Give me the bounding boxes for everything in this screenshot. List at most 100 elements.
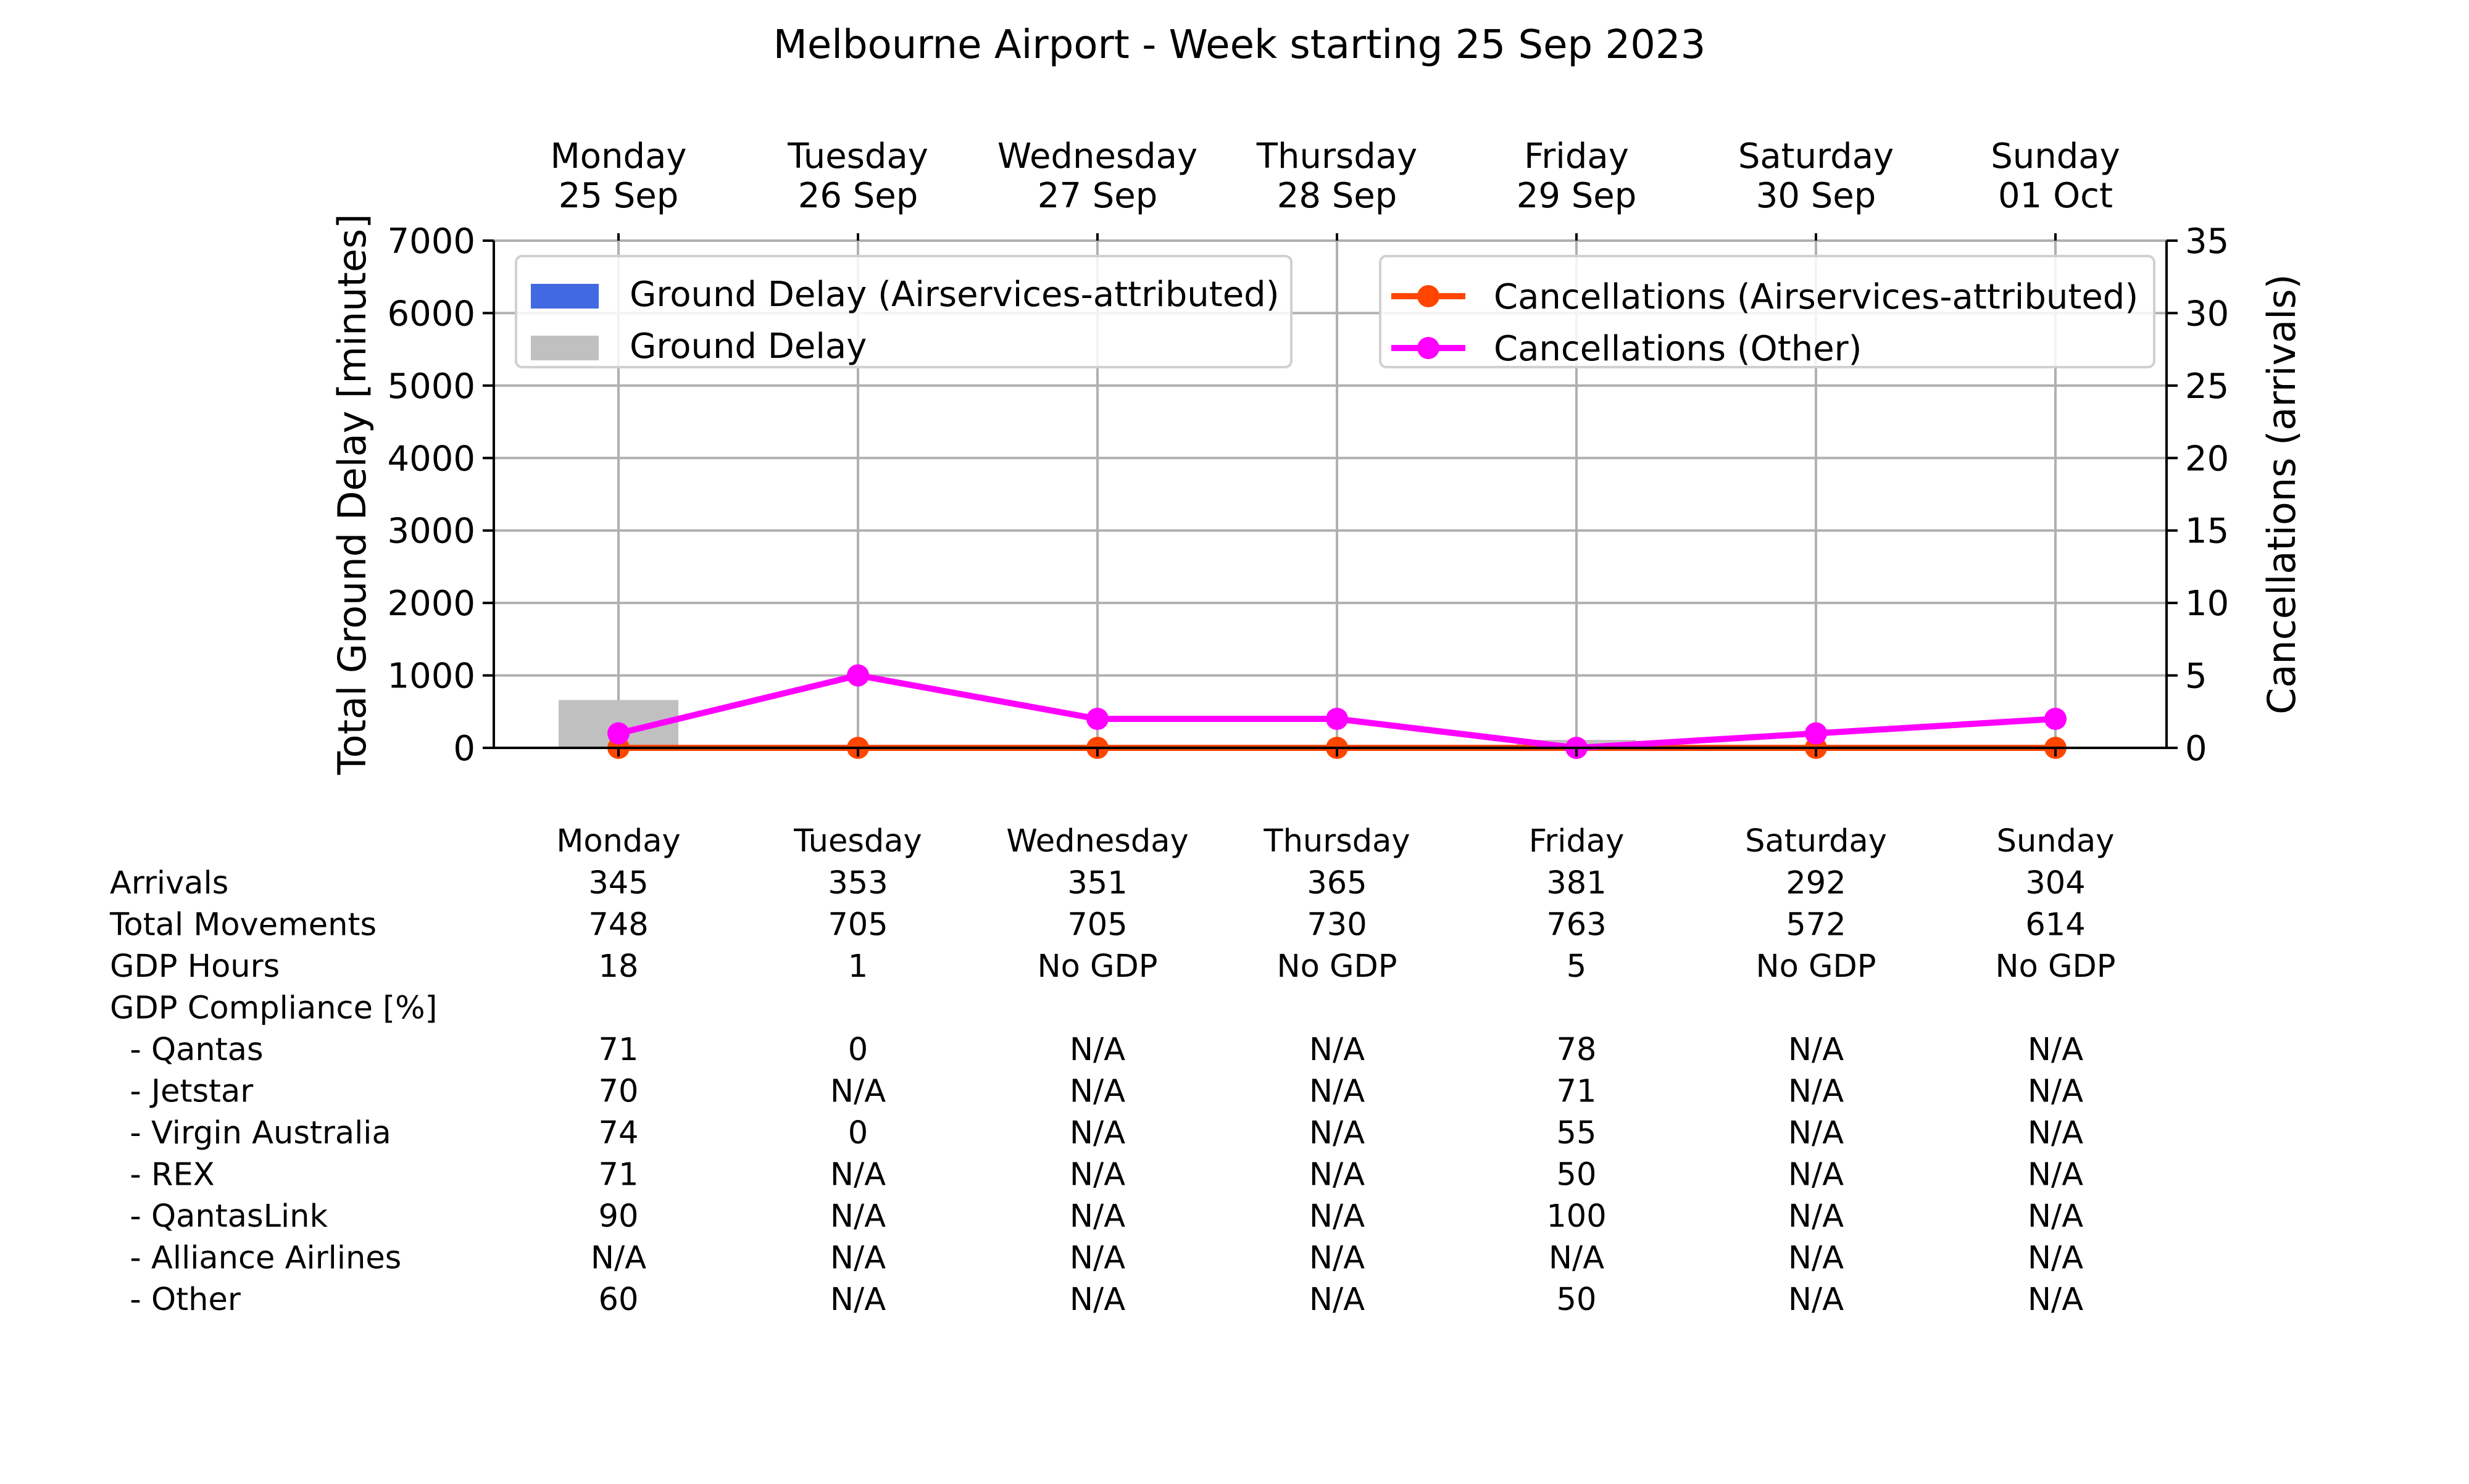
table-row-label: - Virgin Australia <box>110 1115 391 1151</box>
left-tick-label: 5000 <box>387 367 475 407</box>
table-cell: 0 <box>848 1032 868 1068</box>
table-cell: 572 <box>1786 907 1846 943</box>
legend-label-bar: Ground Delay (Airservices-attributed) <box>630 275 1280 315</box>
table-cell: 351 <box>1067 865 1127 902</box>
table-row-label: - Qantas <box>110 1032 264 1068</box>
table-cell: N/A <box>1309 1282 1365 1318</box>
point-other-cancellations <box>607 722 630 745</box>
table-cell: N/A <box>2028 1032 2083 1068</box>
table-column-header: Monday <box>556 823 680 860</box>
table-cell: No GDP <box>1995 948 2115 985</box>
x-tick-label-day: Sunday <box>1991 136 2120 176</box>
table-cell: N/A <box>1070 1282 1125 1318</box>
table-column-header: Tuesday <box>793 823 922 860</box>
x-tick-label-day: Thursday <box>1256 136 1417 176</box>
table-row-label: - QantasLink <box>110 1198 328 1235</box>
legend-swatch-marker <box>1417 285 1439 307</box>
table-layer: Monday Tuesday Wednesday Thursday Friday Satu… <box>109 823 2116 1318</box>
x-tick-label-date: 27 Sep <box>1038 176 1158 216</box>
legend-swatch-marker <box>1417 337 1439 359</box>
table-cell: 74 <box>599 1115 639 1151</box>
table-cell: N/A <box>1070 1198 1125 1235</box>
legend-label-line: Cancellations (Other) <box>1494 329 1862 369</box>
table-cell: N/A <box>1309 1240 1365 1277</box>
table-column-header: Sunday <box>1997 823 2115 860</box>
table-cell: 50 <box>1557 1282 1597 1318</box>
table-cell: 705 <box>1067 907 1127 943</box>
y-axis-label-left: Total Ground Delay [minutes] <box>330 213 375 775</box>
table-cell: 304 <box>2025 865 2085 902</box>
table-cell: N/A <box>2028 1074 2083 1110</box>
point-other-cancellations <box>847 664 869 687</box>
point-other-cancellations <box>2044 708 2067 731</box>
table-cell: 292 <box>1786 865 1846 902</box>
table-cell: N/A <box>1309 1074 1365 1110</box>
table-cell: N/A <box>1788 1282 1844 1318</box>
table-cell: N/A <box>1309 1157 1365 1193</box>
table-cell: N/A <box>1788 1240 1844 1277</box>
table-row-label: - Alliance Airlines <box>110 1240 401 1277</box>
right-tick-label: 0 <box>2185 729 2207 769</box>
table-cell: N/A <box>2028 1282 2083 1318</box>
table-row-label: Total Movements <box>109 907 377 943</box>
point-other-cancellations <box>1805 722 1827 745</box>
left-tick-label: 6000 <box>387 294 475 334</box>
table-column-header: Friday <box>1529 823 1625 860</box>
table-cell: N/A <box>830 1198 886 1235</box>
table-cell: 614 <box>2025 907 2085 943</box>
right-tick-label: 20 <box>2185 439 2229 479</box>
table-cell: 71 <box>1557 1074 1597 1110</box>
right-tick-label: 15 <box>2185 512 2229 552</box>
table-cell: 71 <box>599 1032 639 1068</box>
table-cell: 50 <box>1557 1157 1597 1193</box>
y-axis-label-right: Cancellations (arrivals) <box>2259 274 2304 715</box>
x-tick-label-date: 01 Oct <box>1998 176 2113 216</box>
table-cell: N/A <box>1309 1032 1365 1068</box>
table-row-label: - Other <box>110 1282 241 1318</box>
table-column-header: Thursday <box>1263 823 1410 860</box>
table-cell: N/A <box>1788 1115 1844 1151</box>
point-other-cancellations <box>1326 708 1348 731</box>
table-cell: N/A <box>2028 1198 2083 1235</box>
table-cell: 71 <box>599 1157 639 1193</box>
point-other-cancellations <box>1086 708 1109 731</box>
table-cell: 100 <box>1546 1198 1606 1235</box>
left-tick-label: 7000 <box>387 222 475 262</box>
table-cell: 5 <box>1567 948 1586 985</box>
right-tick-label: 30 <box>2185 294 2229 334</box>
table-cell: N/A <box>1070 1115 1125 1151</box>
table-cell: No GDP <box>1755 948 1876 985</box>
axis-layer: 0 1000 2000 3000 4000 5000 6000 7000 0 5 10 15 20 25 3… <box>330 136 2304 776</box>
x-tick-label-date: 26 Sep <box>798 176 918 216</box>
legend-left-box <box>515 255 1293 368</box>
right-tick-label: 35 <box>2185 222 2229 262</box>
left-tick-label: 4000 <box>387 439 475 479</box>
table-cell: 381 <box>1546 865 1606 902</box>
table-cell: 1 <box>848 948 868 985</box>
table-cell: N/A <box>2028 1240 2083 1277</box>
table-cell: 78 <box>1557 1032 1597 1068</box>
right-tick-label: 25 <box>2185 367 2229 407</box>
x-tick-label-day: Monday <box>550 136 686 176</box>
x-tick-label-day: Wednesday <box>997 136 1197 176</box>
table-cell: N/A <box>1788 1157 1844 1193</box>
x-tick-label-date: 25 Sep <box>559 176 679 216</box>
table-row-label: - REX <box>110 1157 215 1193</box>
table-row-label: - Jetstar <box>110 1074 253 1110</box>
left-tick-label: 1000 <box>387 657 475 697</box>
legend-label-bar: Ground Delay <box>630 326 867 367</box>
table-cell: 60 <box>599 1282 639 1318</box>
table-cell: 90 <box>599 1198 639 1235</box>
x-tick-label-day: Tuesday <box>787 136 928 176</box>
legend-layer: Ground Delay (Airservices-attributed) Gro… <box>515 255 2155 369</box>
x-tick-label-day: Friday <box>1524 136 1629 176</box>
table-cell: No GDP <box>1037 948 1157 985</box>
table-cell: No GDP <box>1276 948 1397 985</box>
table-cell: 748 <box>588 907 648 943</box>
table-row-label: GDP Hours <box>110 948 280 985</box>
table-cell: 18 <box>599 948 639 985</box>
table-cell: N/A <box>830 1074 886 1110</box>
left-tick-label: 2000 <box>387 584 475 624</box>
right-tick-label: 5 <box>2185 657 2207 697</box>
